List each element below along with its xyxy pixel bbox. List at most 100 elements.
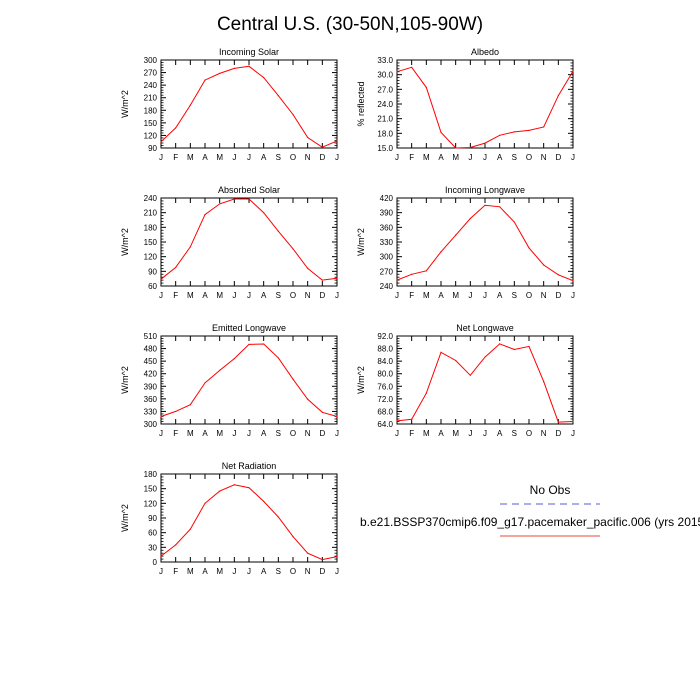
data-point <box>321 411 323 413</box>
y-tick-label: 270 <box>380 267 394 276</box>
y-tick-label: 180 <box>144 106 158 115</box>
x-tick-label: A <box>438 291 444 300</box>
x-tick-label: J <box>247 291 251 300</box>
y-tick-label: 18.0 <box>377 129 393 138</box>
data-point <box>263 212 265 214</box>
y-tick-label: 450 <box>144 357 158 366</box>
data-point <box>455 234 457 236</box>
y-axis-label: W/m^2 <box>356 228 366 256</box>
data-point <box>219 369 221 371</box>
figure-title: Central U.S. (30-50N,105-90W) <box>217 14 483 35</box>
x-tick-label: A <box>202 153 208 162</box>
data-point <box>499 206 501 208</box>
x-tick-label: D <box>555 153 561 162</box>
y-tick-label: 510 <box>144 332 158 341</box>
y-tick-label: 390 <box>144 382 158 391</box>
x-tick-label: J <box>159 567 163 576</box>
y-tick-label: 60 <box>148 282 157 291</box>
data-point <box>513 131 515 133</box>
x-tick-label: J <box>159 429 163 438</box>
x-tick-label: M <box>423 291 430 300</box>
x-tick-label: A <box>202 291 208 300</box>
x-tick-label: M <box>216 429 223 438</box>
data-point <box>513 348 515 351</box>
x-tick-label: S <box>512 153 517 162</box>
x-tick-label: N <box>305 153 311 162</box>
y-tick-label: 76.0 <box>377 382 393 391</box>
panel-title: Incoming Longwave <box>445 185 525 195</box>
data-point <box>528 129 530 131</box>
x-tick-label: A <box>261 429 267 438</box>
series-line <box>396 204 574 282</box>
x-tick-label: O <box>526 429 532 438</box>
x-tick-label: D <box>555 291 561 300</box>
y-tick-label: 390 <box>380 209 394 218</box>
y-axis-label: W/m^2 <box>120 90 130 118</box>
x-tick-label: O <box>526 291 532 300</box>
plot-frame <box>396 197 574 287</box>
data-point <box>425 86 427 88</box>
x-tick-label: A <box>261 153 267 162</box>
x-tick-label: M <box>452 153 459 162</box>
data-point <box>189 404 191 406</box>
data-point <box>321 279 323 281</box>
plot-frame <box>160 335 338 425</box>
data-point <box>425 392 427 394</box>
y-tick-label: 150 <box>144 119 158 128</box>
panel-net-longwave: Net Longwave W/m^2 64.0 68.0 72.0 76.0 80.0 84.… <box>356 323 575 438</box>
data-point <box>307 136 309 139</box>
data-point <box>204 79 206 81</box>
x-tick-label: J <box>335 291 339 300</box>
data-point <box>160 415 162 418</box>
y-tick-label: 120 <box>144 499 158 508</box>
x-tick-label: M <box>187 567 194 576</box>
data-point <box>233 67 235 69</box>
x-tick-label: J <box>247 153 251 162</box>
y-tick-label: 72.0 <box>377 395 393 404</box>
data-point <box>175 544 177 546</box>
x-tick-label: J <box>483 153 487 162</box>
x-tick-label: F <box>409 291 414 300</box>
y-axis-label: % reflected <box>356 81 366 126</box>
y-tick-label: 30.0 <box>377 71 393 80</box>
x-tick-label: A <box>497 153 503 162</box>
panel-incoming-longwave: Incoming Longwave W/m^2 240 270 300 330 360 390… <box>356 185 575 300</box>
data-point <box>292 535 294 538</box>
data-point <box>204 214 206 216</box>
series-line <box>160 198 338 281</box>
x-tick-label: M <box>452 291 459 300</box>
x-tick-label: A <box>202 567 208 576</box>
y-tick-label: 420 <box>380 194 394 203</box>
plot-frame <box>396 335 574 425</box>
data-point <box>455 359 457 362</box>
data-point <box>469 217 471 220</box>
x-tick-label: S <box>276 429 281 438</box>
series-line <box>160 484 338 561</box>
x-tick-label: M <box>187 429 194 438</box>
x-tick-label: M <box>452 429 459 438</box>
data-point <box>263 343 265 345</box>
data-point <box>233 484 235 486</box>
y-tick-label: 270 <box>144 69 158 78</box>
data-point <box>292 113 294 116</box>
data-point <box>484 142 486 144</box>
data-point <box>557 95 559 97</box>
data-point <box>307 267 309 269</box>
x-tick-label: J <box>232 153 236 162</box>
y-tick-label: 24.0 <box>377 100 393 109</box>
y-tick-label: 210 <box>144 209 158 218</box>
data-point <box>175 127 177 129</box>
data-point <box>513 221 515 223</box>
x-tick-label: J <box>483 429 487 438</box>
y-tick-label: 90 <box>148 144 157 153</box>
data-point <box>233 358 235 360</box>
x-tick-label: D <box>319 291 325 300</box>
y-tick-label: 300 <box>144 420 158 429</box>
plot-frame <box>160 197 338 287</box>
x-tick-label: N <box>541 291 547 300</box>
x-tick-label: J <box>571 291 575 300</box>
data-point <box>484 356 486 358</box>
legend-model-label: b.e21.BSSP370cmip6.f09_g17.pacemaker_pac… <box>360 515 700 529</box>
